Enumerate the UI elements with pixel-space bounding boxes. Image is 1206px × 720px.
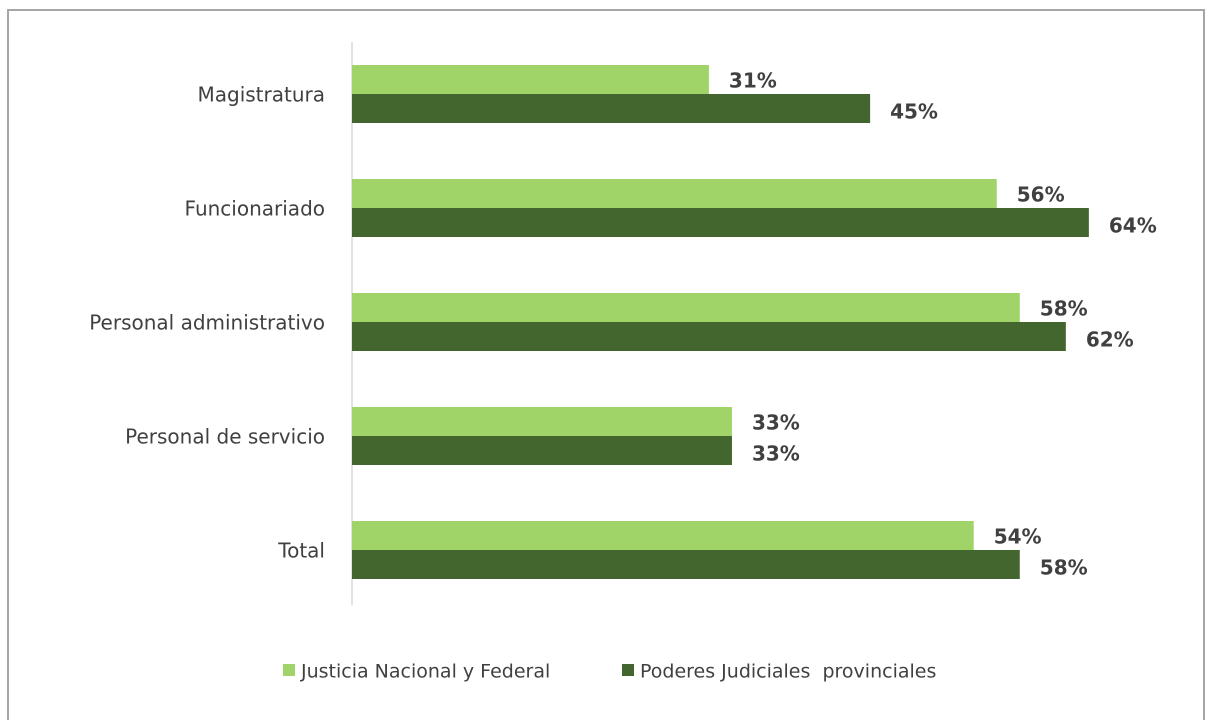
y-tick-label: Personal administrativo [89, 311, 325, 335]
data-label: 58% [1040, 297, 1088, 321]
data-label: 45% [890, 100, 938, 124]
bar [352, 550, 1020, 579]
data-label: 62% [1086, 328, 1134, 352]
y-tick-label: Total [277, 539, 325, 563]
bar [352, 436, 732, 465]
bar [352, 65, 709, 94]
bar [352, 179, 997, 208]
bar [352, 407, 732, 436]
data-label: 54% [994, 525, 1042, 549]
y-tick-label: Magistratura [198, 83, 326, 107]
legend-label: Justicia Nacional y Federal [300, 661, 550, 683]
bar [352, 94, 871, 123]
legend-swatch [283, 664, 295, 676]
y-tick-label: Funcionariado [185, 197, 325, 221]
data-label: 56% [1017, 183, 1065, 207]
data-label: 31% [729, 69, 777, 93]
bar [352, 293, 1020, 322]
legend-swatch [622, 664, 634, 676]
data-label: 58% [1040, 556, 1088, 580]
data-label: 33% [752, 442, 800, 466]
legend-label: Poderes Judiciales provinciales [640, 661, 936, 683]
chart-frame [7, 9, 1205, 720]
data-label: 33% [752, 411, 800, 435]
bar [352, 208, 1089, 237]
data-label: 64% [1109, 214, 1157, 238]
y-tick-label: Personal de servicio [125, 425, 325, 449]
bar [352, 322, 1066, 351]
bar [352, 521, 974, 550]
